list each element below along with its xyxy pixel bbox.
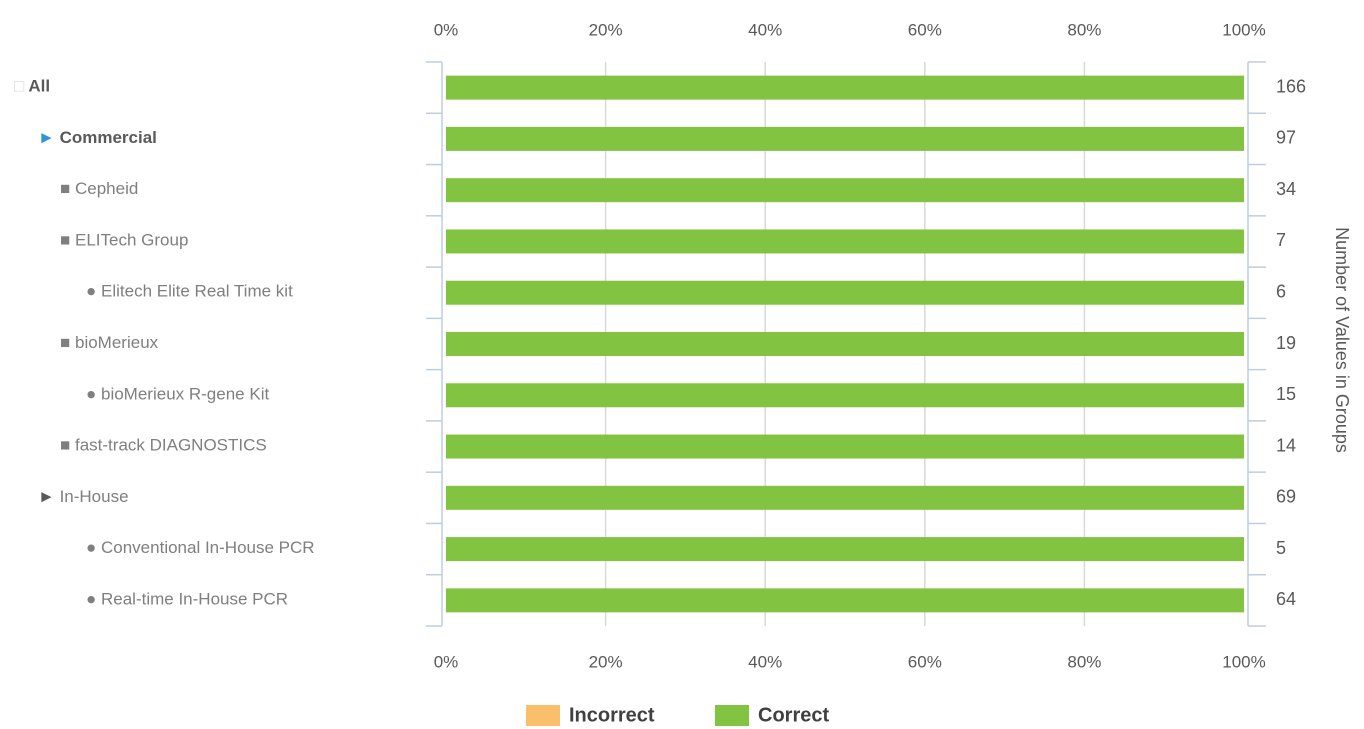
category-label: ■ Cepheid <box>60 180 138 199</box>
category-marker-icon: ■ <box>60 436 75 455</box>
category-marker-icon: ■ <box>60 180 75 199</box>
bar-correct <box>446 485 1244 510</box>
bar-correct <box>446 588 1244 613</box>
category-marker-icon: ■ <box>60 333 75 352</box>
category-text: Elitech Elite Real Time kit <box>101 282 293 301</box>
x-tick-label-top: 80% <box>1067 20 1101 39</box>
category-text: In-House <box>60 487 129 506</box>
category-marker-icon: ● <box>86 282 101 301</box>
bar-correct <box>446 280 1244 305</box>
x-tick-label-top: 40% <box>748 20 782 39</box>
bar-correct <box>446 434 1244 459</box>
x-tick-label-top: 0% <box>434 20 459 39</box>
secondary-axis-title: Number of Values in Groups <box>1332 227 1352 453</box>
category-marker-icon: ● <box>86 385 101 404</box>
x-tick-label-bottom: 100% <box>1222 652 1265 671</box>
category-label: ► In-House <box>38 487 129 506</box>
category-marker-icon: ● <box>86 590 101 609</box>
category-label: ► Commercial <box>38 128 157 147</box>
legend-label-correct: Correct <box>758 704 829 726</box>
bar-correct <box>446 178 1244 203</box>
x-tick-label-bottom: 20% <box>589 652 623 671</box>
category-label: ● Real-time In-House PCR <box>86 590 288 609</box>
category-text: ELITech Group <box>75 231 188 250</box>
group-count-label: 19 <box>1276 333 1296 353</box>
category-text: Commercial <box>60 128 157 147</box>
x-tick-label-top: 100% <box>1222 20 1265 39</box>
group-count-label: 6 <box>1276 281 1286 301</box>
group-count-label: 7 <box>1276 230 1286 250</box>
category-marker-icon: ► <box>38 487 60 506</box>
bar-correct <box>446 75 1244 100</box>
category-text: fast-track DIAGNOSTICS <box>75 436 267 455</box>
x-tick-label-bottom: 60% <box>908 652 942 671</box>
legend-label-incorrect: Incorrect <box>569 704 655 726</box>
category-marker-icon: ● <box>86 539 101 558</box>
x-tick-label-bottom: 80% <box>1067 652 1101 671</box>
group-count-label: 97 <box>1276 128 1296 148</box>
x-tick-label-top: 60% <box>908 20 942 39</box>
category-label: ■ ELITech Group <box>60 231 188 250</box>
bar-correct <box>446 229 1244 254</box>
x-tick-label-bottom: 0% <box>434 652 459 671</box>
category-label: ● Conventional In-House PCR <box>86 539 315 558</box>
group-counts: 166 97 34 7 6 19 15 14 69 5 64 <box>1276 76 1306 609</box>
group-count-label: 69 <box>1276 487 1296 507</box>
category-label: ● Elitech Elite Real Time kit <box>86 282 293 301</box>
axes <box>426 61 1266 627</box>
category-marker-icon: ■ <box>60 231 75 250</box>
legend-swatch-correct <box>715 705 749 726</box>
category-text: Real-time In-House PCR <box>101 590 288 609</box>
tick-labels: 0% 0% 20% 20% 40% 40% 60% 60% 80% 80% 100% 100% <box>434 20 1266 671</box>
category-text: bioMerieux <box>75 333 159 352</box>
bar-correct <box>446 383 1244 408</box>
category-text: All <box>28 77 50 96</box>
legend-swatch-incorrect <box>526 705 560 726</box>
bars <box>446 75 1244 613</box>
group-count-label: 5 <box>1276 538 1286 558</box>
category-label: ■ fast-track DIAGNOSTICS <box>60 436 267 455</box>
category-label: ■ bioMerieux <box>60 333 159 352</box>
group-count-label: 166 <box>1276 76 1306 96</box>
legend: Incorrect Correct <box>526 704 829 726</box>
x-tick-label-bottom: 40% <box>748 652 782 671</box>
category-marker-icon: ► <box>38 128 60 147</box>
category-text: Cepheid <box>75 180 138 199</box>
x-tick-label-top: 20% <box>589 20 623 39</box>
group-count-label: 15 <box>1276 384 1296 404</box>
bar-correct <box>446 332 1244 356</box>
group-count-label: 14 <box>1276 435 1296 455</box>
group-count-label: 34 <box>1276 179 1296 199</box>
category-marker-icon: □ <box>14 77 28 96</box>
category-labels: □ All► Commercial■ Cepheid■ ELITech Grou… <box>14 77 315 609</box>
bar-correct <box>446 537 1244 562</box>
category-label: □ All <box>14 77 50 96</box>
category-text: Conventional In-House PCR <box>101 539 315 558</box>
category-text: bioMerieux R-gene Kit <box>101 385 269 404</box>
bar-correct <box>446 126 1244 151</box>
group-count-label: 64 <box>1276 589 1296 609</box>
category-label: ● bioMerieux R-gene Kit <box>86 385 269 404</box>
